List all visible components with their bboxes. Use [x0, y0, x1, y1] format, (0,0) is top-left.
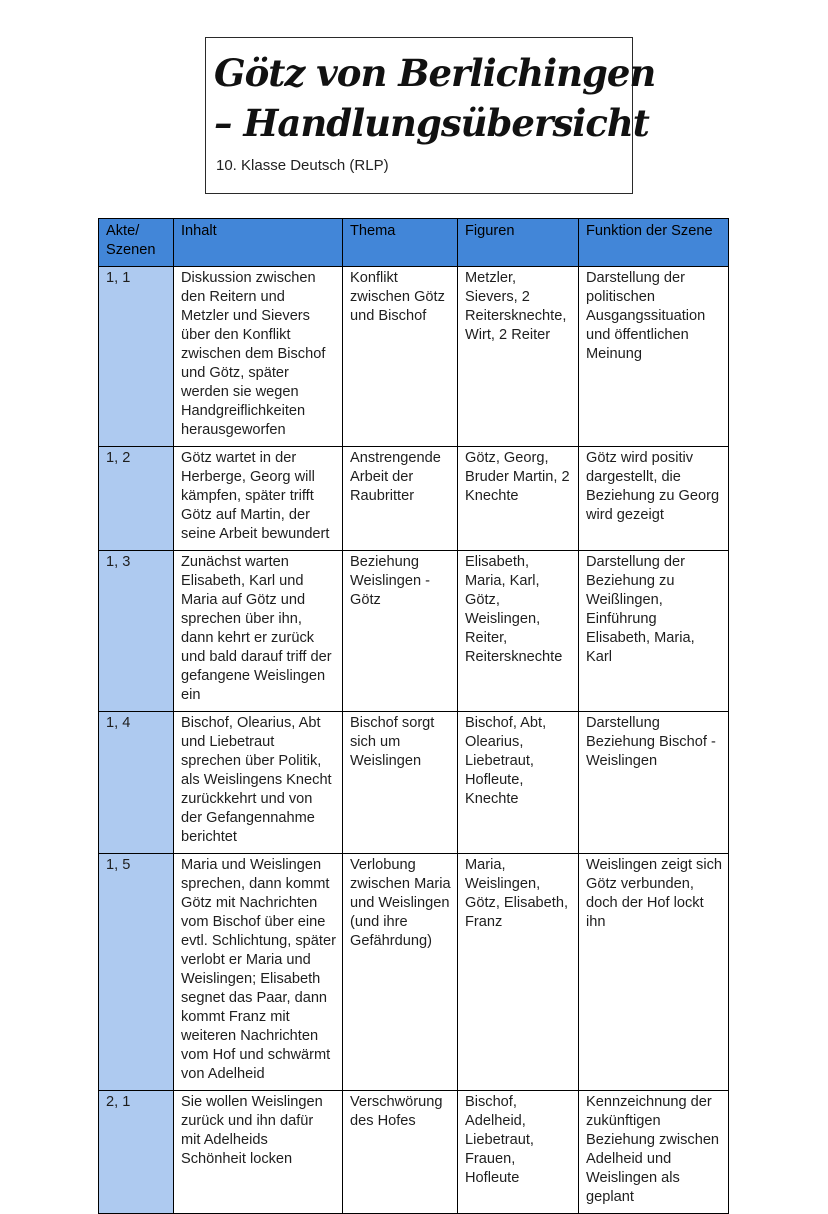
cell-thema: Verlobung zwischen Maria und Weislingen …: [342, 853, 458, 1091]
cell-funktion: Weislingen zeigt sich Götz verbunden, do…: [578, 853, 729, 1091]
table-header-row: Akte/ Szenen Inhalt Thema Figuren Funkti…: [98, 218, 729, 267]
cell-scene: 1, 3: [98, 550, 174, 712]
document-subtitle: 10. Klasse Deutsch (RLP): [216, 157, 389, 174]
cell-funktion: Kennzeichnung der zukünftigen Beziehung …: [578, 1090, 729, 1214]
header-cell-thema: Thema: [342, 218, 458, 267]
cell-figuren: Bischof, Abt, Olearius, Liebetraut, Hofl…: [457, 711, 579, 854]
header-cell-funktion: Funktion der Szene: [578, 218, 729, 267]
cell-funktion: Darstellung der politischen Ausgangssitu…: [578, 266, 729, 447]
cell-thema: Konflikt zwischen Götz und Bischof: [342, 266, 458, 447]
worksheet-page: { "title_box": { "line1": "Götz von Berl…: [98, 37, 729, 1214]
table-row: 2, 1 Sie wollen Weislingen zurück und ih…: [98, 1090, 729, 1214]
header-cell-akte-szenen: Akte/ Szenen: [98, 218, 174, 267]
table-row: 1, 3 Zunächst warten Elisabeth, Karl und…: [98, 550, 729, 712]
header-cell-inhalt: Inhalt: [173, 218, 343, 267]
cell-thema: Bischof sorgt sich um Weislingen: [342, 711, 458, 854]
table-row: 1, 1 Diskussion zwischen den Reitern und…: [98, 266, 729, 447]
cell-figuren: Götz, Georg, Bruder Martin, 2 Knechte: [457, 446, 579, 551]
table-row: 1, 5 Maria und Weislingen sprechen, dann…: [98, 853, 729, 1091]
table-row: 1, 4 Bischof, Olearius, Abt und Liebetra…: [98, 711, 729, 854]
cell-scene: 2, 1: [98, 1090, 174, 1214]
cell-figuren: Metzler, Sievers, 2 Reitersknechte, Wirt…: [457, 266, 579, 447]
cell-inhalt: Maria und Weislingen sprechen, dann komm…: [173, 853, 343, 1091]
header-cell-figuren: Figuren: [457, 218, 579, 267]
cell-thema: Beziehung Weislingen - Götz: [342, 550, 458, 712]
cell-figuren: Maria, Weislingen, Götz, Elisabeth, Fran…: [457, 853, 579, 1091]
cell-scene: 1, 5: [98, 853, 174, 1091]
cell-inhalt: Bischof, Olearius, Abt und Liebetraut sp…: [173, 711, 343, 854]
cell-funktion: Darstellung Beziehung Bischof - Weisling…: [578, 711, 729, 854]
cell-thema: Anstrengende Arbeit der Raubritter: [342, 446, 458, 551]
cell-inhalt: Diskussion zwischen den Reitern und Metz…: [173, 266, 343, 447]
cell-inhalt: Götz wartet in der Herberge, Georg will …: [173, 446, 343, 551]
cell-figuren: Bischof, Adelheid, Liebetraut, Frauen, H…: [457, 1090, 579, 1214]
document-title-line1: Götz von Berlichingen: [214, 51, 656, 95]
table-row: 1, 2 Götz wartet in der Herberge, Georg …: [98, 446, 729, 551]
cell-scene: 1, 4: [98, 711, 174, 854]
document-title-line2: – Handlungsübersicht: [214, 101, 650, 145]
cell-inhalt: Sie wollen Weislingen zurück und ihn daf…: [173, 1090, 343, 1214]
cell-funktion: Götz wird positiv dargestellt, die Bezie…: [578, 446, 729, 551]
cell-figuren: Elisabeth, Maria, Karl, Götz, Weislingen…: [457, 550, 579, 712]
cell-scene: 1, 1: [98, 266, 174, 447]
cell-scene: 1, 2: [98, 446, 174, 551]
cell-inhalt: Zunächst warten Elisabeth, Karl und Mari…: [173, 550, 343, 712]
scene-overview-table: Akte/ Szenen Inhalt Thema Figuren Funkti…: [98, 218, 729, 1214]
cell-funktion: Darstellung der Beziehung zu Weißlingen,…: [578, 550, 729, 712]
title-box: Götz von Berlichingen – Handlungsübersic…: [205, 37, 656, 194]
cell-thema: Verschwörung des Hofes: [342, 1090, 458, 1214]
